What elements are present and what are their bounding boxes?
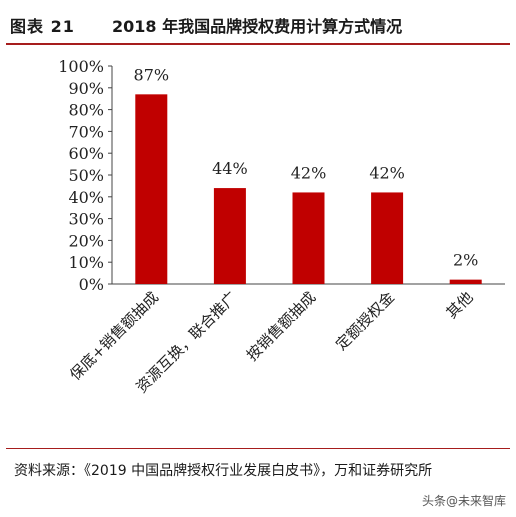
bar-value-label: 87%: [134, 65, 170, 84]
bar: [213, 188, 246, 284]
x-category-label: 按销售额抽成: [243, 288, 319, 364]
y-tick-label: 80%: [68, 101, 104, 120]
y-tick-label: 50%: [68, 166, 104, 185]
y-tick-label: 40%: [68, 188, 104, 207]
y-tick-label: 0%: [79, 275, 104, 294]
watermark: 头条@未来智库: [421, 494, 506, 508]
footer-divider: [6, 448, 510, 449]
bar-value-label: 42%: [291, 163, 327, 182]
y-tick-label: 90%: [68, 79, 104, 98]
figure-header: 图表 21 2018 年我国品牌授权费用计算方式情况: [0, 0, 516, 44]
bar: [292, 192, 325, 284]
bar-value-label: 44%: [212, 159, 248, 178]
bar-value-label: 2%: [453, 251, 478, 270]
figure-label: 图表 21: [10, 17, 75, 36]
bar-value-label: 42%: [369, 163, 405, 182]
y-tick-label: 10%: [68, 253, 104, 272]
y-tick-label: 20%: [68, 231, 104, 250]
source-note: 资料来源：《2019 中国品牌授权行业发展白皮书》，万和证券研究所: [14, 463, 433, 479]
y-tick-label: 60%: [68, 144, 104, 163]
x-category-label: 定额授权金: [332, 288, 398, 354]
x-category-label: 其他: [443, 288, 477, 322]
value-labels: 87% 44% 42% 42% 2%: [134, 65, 479, 269]
y-tick-label: 100%: [58, 57, 104, 76]
bars: [135, 94, 482, 284]
header-divider: [6, 43, 510, 45]
bar: [371, 192, 404, 284]
bar: [449, 279, 482, 284]
y-tick-label: 30%: [68, 210, 104, 229]
y-axis: 0% 10% 20% 30% 40% 50% 60% 70% 80% 90% 100%: [58, 57, 505, 294]
bar: [135, 94, 168, 284]
bar-chart: 0% 10% 20% 30% 40% 50% 60% 70% 80% 90% 100% 87% 44%…: [58, 57, 505, 396]
y-tick-label: 70%: [68, 122, 104, 141]
figure-title: 2018 年我国品牌授权费用计算方式情况: [112, 17, 403, 36]
